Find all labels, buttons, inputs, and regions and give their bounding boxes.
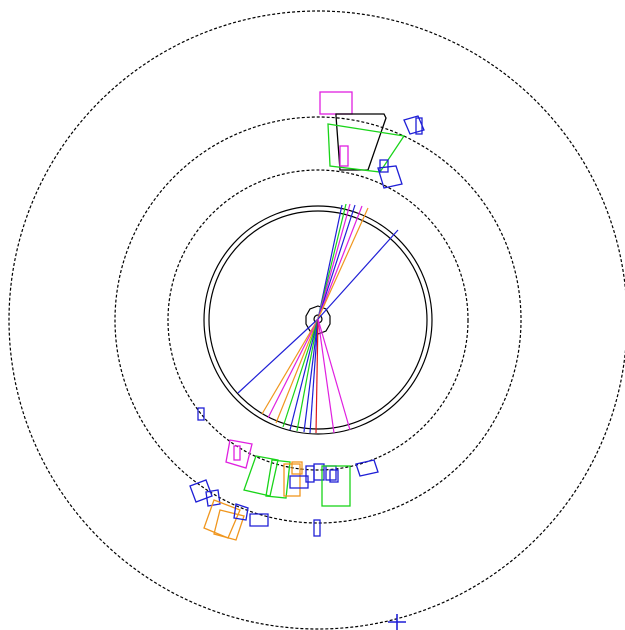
- upward-jet-tracks: [317, 203, 399, 320]
- blue-tower: [415, 117, 423, 135]
- track: [317, 229, 399, 320]
- blue-tower: [313, 463, 325, 481]
- blue-tower: [329, 469, 339, 483]
- lower-calorimeter-deposits: [189, 407, 379, 541]
- track: [282, 318, 319, 428]
- blue-tower: [325, 465, 337, 481]
- green-tower: [321, 465, 351, 507]
- blue-tower: [377, 165, 403, 189]
- magenta-tower: [319, 91, 353, 115]
- magenta-tower: [225, 439, 253, 469]
- blue-tower: [189, 479, 213, 503]
- track: [267, 318, 319, 419]
- blue-tower: [355, 459, 379, 477]
- blue-tower: [205, 489, 221, 507]
- tracker-outer-wall: [203, 205, 433, 435]
- track: [237, 318, 319, 394]
- track: [317, 204, 356, 320]
- green-tower: [265, 459, 291, 499]
- blue-tower: [379, 159, 389, 173]
- track: [317, 207, 369, 320]
- track: [317, 203, 351, 320]
- track: [309, 318, 319, 434]
- track: [261, 318, 319, 415]
- orange-tower: [213, 509, 245, 541]
- track: [317, 318, 335, 434]
- em-calorimeter-ring: [167, 169, 469, 471]
- green-tower: [243, 455, 279, 497]
- outer-muon-ring: [8, 10, 625, 630]
- tracker-inner-wall: [208, 210, 428, 430]
- blue-tower: [197, 407, 205, 421]
- upper-calorimeter-deposits: [319, 91, 425, 189]
- magenta-small-tower: [233, 445, 241, 461]
- blue-tower: [403, 115, 425, 135]
- blue-tower: [289, 475, 309, 489]
- track: [289, 318, 319, 431]
- blue-tower: [313, 519, 321, 537]
- track: [317, 204, 343, 320]
- track: [275, 318, 319, 424]
- track: [296, 318, 319, 432]
- hadron-calorimeter-ring: [114, 116, 522, 524]
- orange-tower: [291, 461, 303, 475]
- track: [317, 203, 347, 320]
- blue-tower: [249, 513, 269, 527]
- blue-tower: [233, 503, 249, 521]
- track: [303, 318, 319, 433]
- track: [317, 318, 351, 431]
- downward-jet-tracks: [237, 318, 351, 434]
- track: [317, 205, 363, 320]
- blue-tower: [305, 465, 315, 483]
- black-tower: [335, 113, 387, 171]
- track: [315, 318, 319, 434]
- magenta-small-tower: [339, 145, 349, 167]
- cross-marker-icon: [388, 614, 406, 630]
